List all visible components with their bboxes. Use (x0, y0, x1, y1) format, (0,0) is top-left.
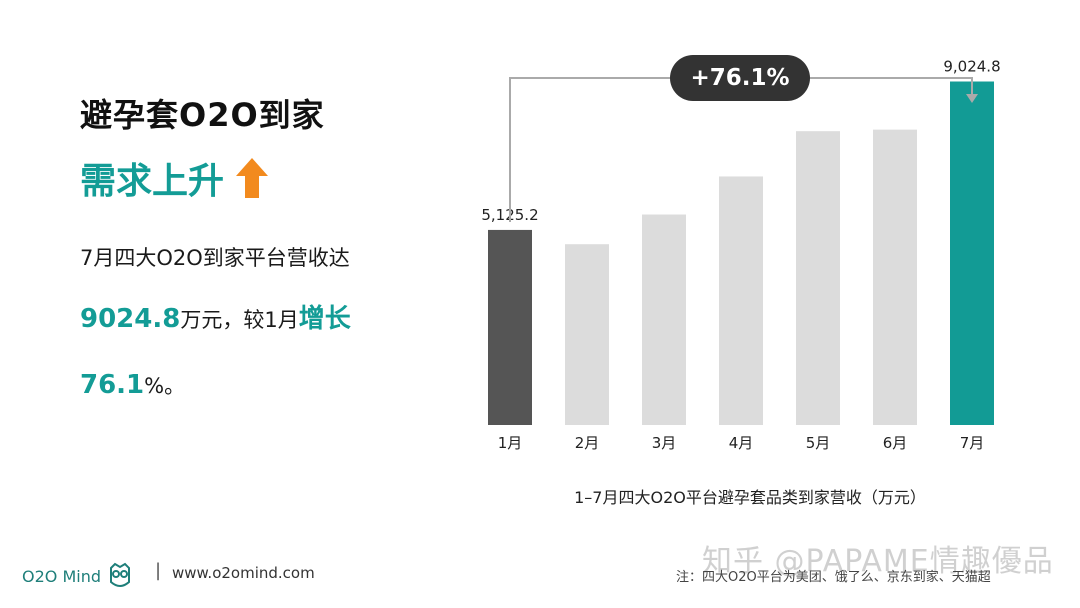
x-tick-label-5: 5月 (806, 434, 831, 452)
x-tick-label-2: 2月 (575, 434, 600, 452)
x-tick-label-6: 6月 (883, 434, 908, 452)
footer-separator: | (155, 560, 162, 581)
change-annotation-badge: +76.1% (670, 55, 810, 101)
bar-2 (565, 244, 609, 425)
bar-7 (950, 81, 994, 425)
x-tick-label-3: 3月 (652, 434, 677, 452)
bar-4 (719, 176, 763, 425)
brand-logo: O2O Mind (22, 562, 133, 590)
footnote: 注：四大O2O平台为美团、饿了么、京东到家、天猫超 (676, 570, 991, 585)
brand-logo-text: O2O Mind (22, 566, 101, 586)
bar-3 (642, 214, 686, 425)
description: 7月四大O2O到家平台营收达 9024.8万元，较1月增长 76.1%。 (80, 232, 410, 418)
x-tick-label-7: 7月 (960, 434, 985, 452)
page-title: 避孕套O2O到家 (80, 96, 325, 134)
up-arrow-icon (236, 158, 269, 198)
owl-icon (110, 562, 130, 587)
x-tick-label-4: 4月 (729, 434, 754, 452)
data-label-7: 9,024.8 (943, 58, 1000, 76)
website-link[interactable]: www.o2omind.com (172, 564, 315, 582)
description-line1: 7月四大O2O到家平台营收达 (80, 246, 350, 270)
growth-bracket-arrowhead (966, 94, 978, 103)
chart-title: 1–7月四大O2O平台避孕套品类到家营收（万元） (574, 488, 926, 507)
x-tick-label-1: 1月 (498, 434, 523, 452)
revenue-unit: 万元，较1月 (180, 307, 299, 332)
subtitle-text: 需求上升 (80, 161, 225, 202)
revenue-value: 9024.8 (80, 303, 181, 334)
growth-percent: 76.1 (80, 369, 145, 400)
watermark: 知乎 @PAPAME情趣優品 (702, 544, 1054, 579)
growth-word: 增长 (298, 303, 351, 334)
growth-percent-suffix: %。 (144, 373, 186, 398)
page-subtitle: 需求上升 (80, 152, 270, 204)
bar-5 (796, 131, 840, 425)
bar-1 (488, 229, 532, 425)
bar-6 (873, 129, 917, 425)
